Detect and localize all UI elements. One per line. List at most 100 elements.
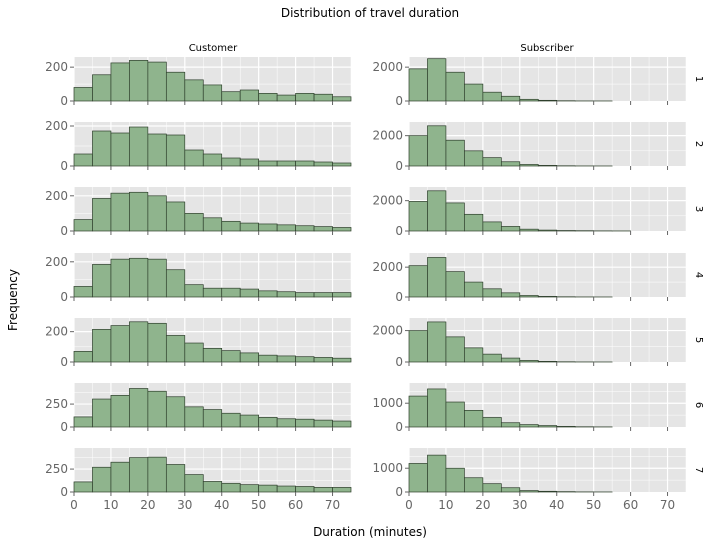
- histogram-bar: [202, 347, 223, 363]
- histogram-bar: [519, 490, 539, 493]
- histogram-bar: [276, 160, 296, 167]
- histogram-bar: [184, 474, 204, 493]
- y-tick-label: 0: [60, 290, 68, 304]
- histogram-bar: [332, 96, 352, 102]
- histogram-bar: [519, 98, 539, 102]
- histogram-bar: [295, 292, 315, 298]
- y-tick-label: 200: [45, 189, 68, 203]
- panel-subscriber-2: 0 2000 2: [372, 122, 704, 173]
- histogram-bar: [221, 91, 241, 102]
- histogram-bar: [147, 195, 167, 232]
- y-tick-label: 0: [395, 485, 403, 499]
- panel-subscriber-1: 0 2000 1: [372, 57, 704, 108]
- histogram-bar: [202, 287, 223, 298]
- histogram-bar: [202, 153, 223, 167]
- histogram-bar: [408, 330, 428, 363]
- histogram-bar: [332, 162, 352, 167]
- histogram-bar: [482, 353, 502, 363]
- histogram-bar: [258, 290, 278, 298]
- y-tick-label: 0: [395, 94, 403, 108]
- row-label-2: 2: [693, 141, 704, 147]
- y-tick-label: 200: [45, 325, 68, 339]
- y-axis-label: Frequency: [6, 269, 20, 331]
- histogram-bar: [332, 292, 352, 298]
- y-tick-label: 200: [45, 119, 68, 133]
- histogram-bar: [202, 481, 223, 493]
- histogram-bar: [408, 135, 428, 167]
- histogram-bar: [332, 357, 352, 363]
- histogram-bar: [464, 477, 484, 493]
- histogram-bar: [221, 287, 241, 298]
- histogram-bar: [276, 485, 296, 493]
- histogram-bar: [147, 258, 167, 298]
- histogram-bar: [165, 396, 186, 428]
- x-axis-label: Duration (minutes): [313, 525, 427, 539]
- histogram-bar: [73, 481, 93, 493]
- row-label-6: 6: [693, 402, 704, 408]
- histogram-bar: [276, 94, 296, 102]
- histogram-bar: [464, 213, 484, 232]
- x-tick-label: 50: [251, 498, 266, 512]
- y-tick-label: 0: [395, 159, 403, 173]
- histogram-bar: [110, 325, 130, 363]
- histogram-bar: [313, 226, 333, 232]
- histogram-bar: [129, 60, 149, 102]
- facet-panels: 0200020001020002000202000200030200020004…: [45, 57, 704, 512]
- histogram-bar: [92, 198, 112, 232]
- histogram-bar: [519, 295, 539, 298]
- x-tick-label: 0: [405, 498, 413, 512]
- row-label-5: 5: [693, 337, 704, 343]
- row-label-7: 7: [693, 467, 704, 473]
- histogram-bar: [445, 467, 465, 493]
- histogram-bar: [537, 165, 558, 167]
- panel-subscriber-4: 0 2000 4: [372, 253, 704, 304]
- histogram-bar: [129, 126, 149, 167]
- histogram-bar: [147, 61, 167, 102]
- x-tick-label: 20: [140, 498, 155, 512]
- y-tick-label: 200: [45, 60, 68, 74]
- y-tick-label: 0: [60, 224, 68, 238]
- histogram-bar: [202, 409, 223, 428]
- x-tick-label: 60: [623, 498, 638, 512]
- histogram-bar: [313, 357, 333, 363]
- x-tick-label: 40: [214, 498, 229, 512]
- histogram-bar: [129, 257, 149, 298]
- histogram-bar: [295, 93, 315, 102]
- histogram-bar: [482, 288, 502, 298]
- histogram-bar: [408, 463, 428, 493]
- histogram-bar: [184, 284, 204, 298]
- histogram-bar: [537, 99, 558, 102]
- histogram-bar: [184, 79, 204, 102]
- histogram-bar: [313, 419, 333, 428]
- histogram-bar: [92, 130, 112, 167]
- histogram-bar: [276, 224, 296, 232]
- histogram-bar: [73, 153, 93, 167]
- panel-customer-7: 0 250 0 10 20 30 40 50 60 70: [45, 448, 352, 512]
- row-label-3: 3: [693, 206, 704, 212]
- histogram-bar: [239, 158, 260, 167]
- panel-subscriber-3: 0 2000 3: [372, 187, 704, 238]
- y-tick-label: 0: [60, 94, 68, 108]
- histogram-bar: [221, 157, 241, 167]
- x-tick-label: 30: [177, 498, 192, 512]
- histogram-bar: [500, 292, 521, 298]
- y-tick-label: 0: [60, 159, 68, 173]
- histogram-bar: [110, 192, 130, 232]
- histogram-bar: [427, 321, 447, 363]
- x-tick-label: 30: [512, 498, 527, 512]
- histogram-bar: [537, 296, 558, 298]
- histogram-bar: [73, 351, 93, 363]
- panel-subscriber-6: 0 1000 6: [372, 383, 704, 434]
- histogram-bar: [464, 83, 484, 102]
- histogram-bar: [221, 350, 241, 363]
- y-tick-label: 0: [395, 290, 403, 304]
- histogram-bar: [258, 160, 278, 167]
- histogram-bar: [332, 487, 352, 493]
- histogram-bar: [445, 271, 465, 298]
- histogram-bar: [427, 190, 447, 232]
- y-tick-label: 1000: [372, 396, 403, 410]
- histogram-bar: [239, 288, 260, 298]
- histogram-bar: [519, 228, 539, 232]
- histogram-bar: [427, 125, 447, 167]
